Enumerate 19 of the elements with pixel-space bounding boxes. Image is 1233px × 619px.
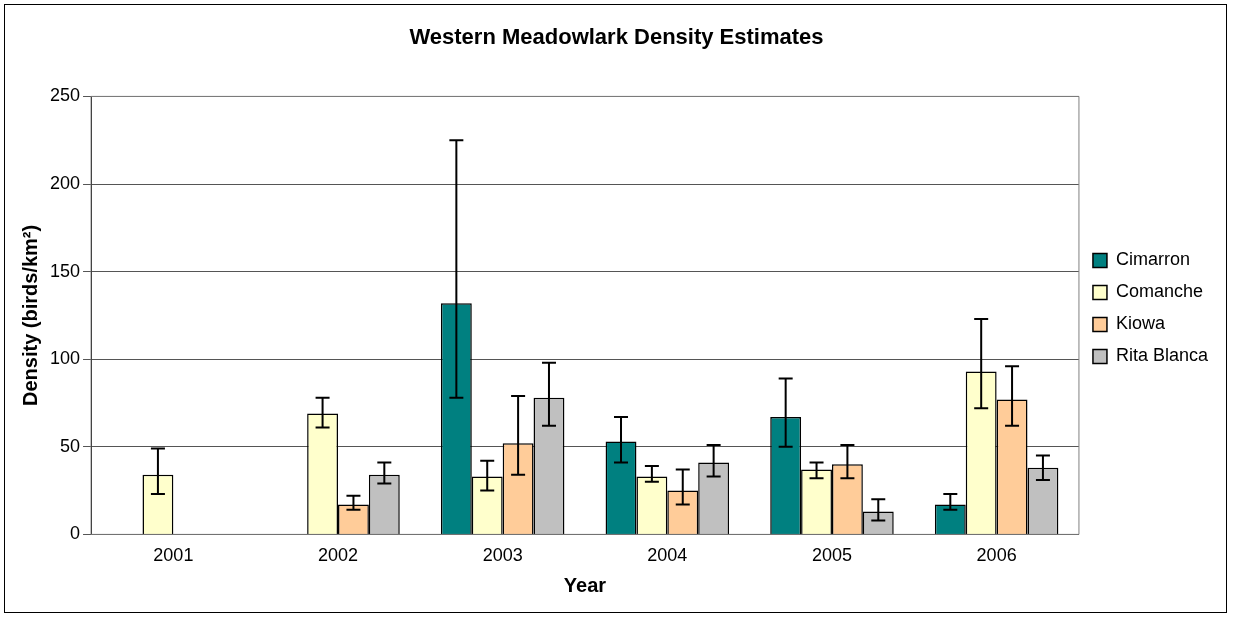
x-tick-label: 2005 — [811, 545, 852, 566]
y-tick-label: 100 — [49, 348, 81, 369]
x-tick-label: 2001 — [153, 545, 194, 566]
x-tick-label: 2002 — [317, 545, 359, 566]
chart-title: Western Meadowlark Density Estimates — [409, 24, 824, 50]
y-tick-label: 200 — [49, 172, 81, 193]
y-tick-label: 50 — [60, 435, 81, 456]
legend-label: Cimarron — [1115, 249, 1190, 270]
x-tick-label: 2006 — [976, 545, 1017, 566]
y-tick-label: 0 — [70, 523, 81, 544]
legend-label: Rita Blanca — [1115, 345, 1209, 366]
x-axis-title: Year — [563, 573, 607, 596]
y-tick-label: 250 — [49, 85, 81, 106]
legend-label: Kiowa — [1115, 313, 1166, 334]
y-axis-title: Density (birds/km²) — [18, 224, 41, 406]
legend-label: Comanche — [1115, 281, 1203, 302]
x-tick-label: 2003 — [482, 545, 523, 566]
y-tick-label: 150 — [49, 260, 81, 281]
x-tick-label: 2004 — [647, 545, 688, 566]
